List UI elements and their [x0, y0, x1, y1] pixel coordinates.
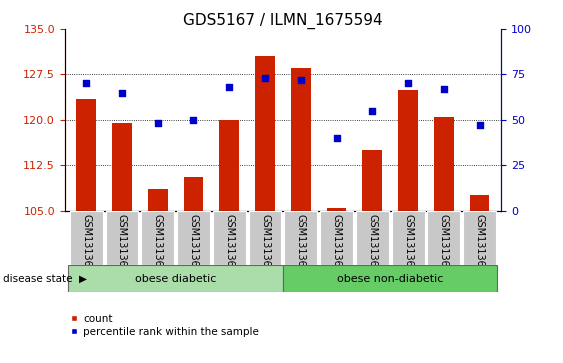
Bar	[398, 90, 418, 211]
Bar	[392, 211, 425, 265]
Text: disease state  ▶: disease state ▶	[3, 274, 87, 284]
Bar	[112, 123, 132, 211]
Text: GSM1313612: GSM1313612	[332, 214, 342, 280]
Bar	[434, 117, 454, 211]
Bar	[148, 189, 168, 211]
Bar	[356, 211, 389, 265]
Bar	[470, 195, 489, 211]
Bar	[77, 99, 96, 211]
Point	[332, 135, 341, 141]
Point	[296, 77, 305, 83]
Bar	[255, 56, 275, 211]
Text: GSM1313614: GSM1313614	[403, 214, 413, 280]
Bar	[249, 211, 282, 265]
Text: GSM1313608: GSM1313608	[296, 214, 306, 280]
Title: GDS5167 / ILMN_1675594: GDS5167 / ILMN_1675594	[183, 13, 383, 29]
Point	[368, 108, 377, 114]
Bar	[363, 150, 382, 211]
Text: GSM1313615: GSM1313615	[439, 214, 449, 280]
Bar	[105, 211, 138, 265]
Text: obese non-diabetic: obese non-diabetic	[337, 274, 444, 284]
Bar	[68, 265, 283, 292]
Text: obese diabetic: obese diabetic	[135, 274, 216, 284]
Bar	[141, 211, 174, 265]
Point	[118, 90, 127, 95]
Bar	[320, 211, 353, 265]
Bar	[427, 211, 461, 265]
Point	[475, 122, 484, 128]
Bar	[291, 68, 311, 211]
Text: GSM1313611: GSM1313611	[189, 214, 199, 280]
Point	[82, 81, 91, 86]
Text: GSM1313613: GSM1313613	[367, 214, 377, 280]
Text: GSM1313618: GSM1313618	[260, 214, 270, 280]
Bar	[463, 211, 496, 265]
Bar	[177, 211, 210, 265]
Bar	[184, 177, 203, 211]
Point	[189, 117, 198, 123]
Point	[225, 84, 234, 90]
Point	[439, 86, 448, 92]
Bar	[220, 120, 239, 211]
Bar	[284, 211, 317, 265]
Text: GSM1313610: GSM1313610	[153, 214, 163, 280]
Text: GSM1313616: GSM1313616	[224, 214, 234, 280]
Point	[153, 121, 162, 126]
Point	[404, 81, 413, 86]
Bar	[213, 211, 245, 265]
Bar	[70, 211, 102, 265]
Point	[261, 75, 270, 81]
Text: GSM1313617: GSM1313617	[475, 214, 485, 280]
Text: GSM1313609: GSM1313609	[117, 214, 127, 280]
Legend: count, percentile rank within the sample: count, percentile rank within the sample	[70, 314, 260, 337]
Bar	[327, 208, 346, 211]
Text: GSM1313607: GSM1313607	[81, 214, 91, 280]
Bar	[283, 265, 498, 292]
